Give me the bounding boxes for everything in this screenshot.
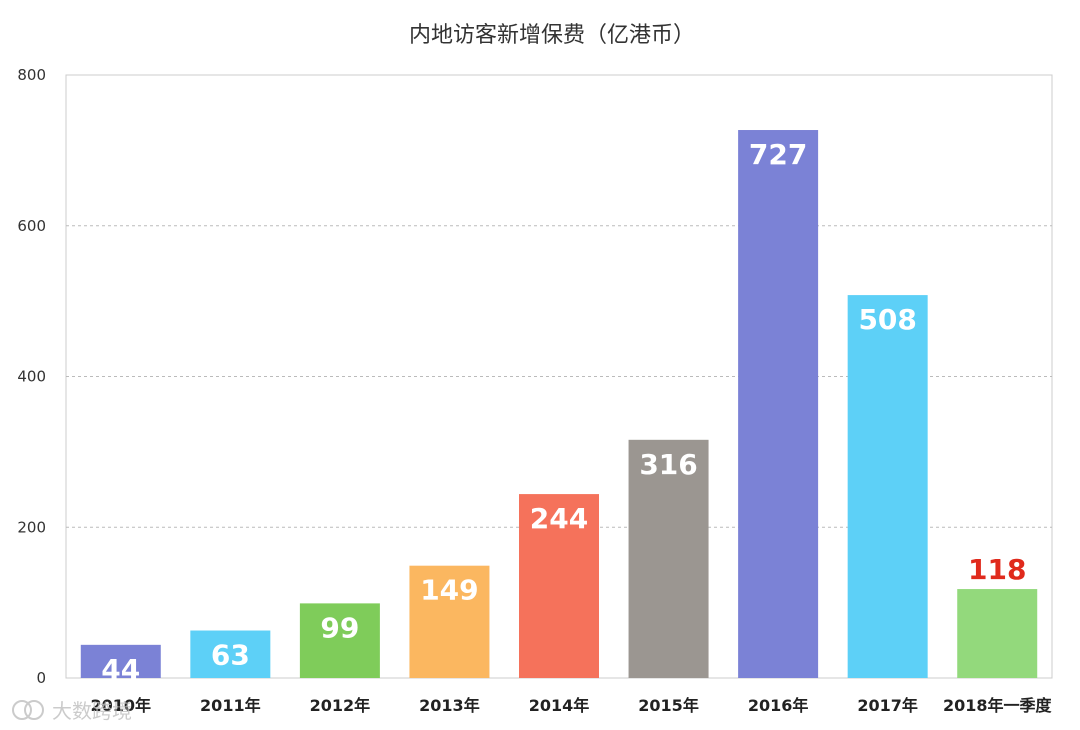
x-tick-label: 2012年 [310,696,371,715]
y-tick-label: 400 [17,368,46,386]
data-label: 44 [101,653,140,686]
y-axis: 0 200 400 600 800 [17,66,46,687]
bar [80,644,161,678]
chart-title: 内地访客新增保费（亿港币） [409,23,695,48]
y-tick-label: 800 [17,66,46,84]
watermark-text: 大数跨境 [52,699,132,723]
bar [190,630,271,678]
y-tick-label: 0 [36,669,46,687]
bar [299,603,380,678]
x-tick-label: 2017年 [857,696,918,715]
bar [847,295,928,678]
bar [409,565,490,678]
data-labels: 44 63 99 149 244 316 727 508 118 [101,138,1026,686]
data-label: 727 [749,138,807,171]
watermark: 大数跨境 [12,699,132,723]
x-tick-label: 2010年 [91,696,152,715]
y-tick-label: 600 [17,217,46,235]
bars [80,130,1038,678]
x-tick-label: 2018年一季度 [943,696,1053,715]
data-label: 508 [858,303,916,336]
data-label: 118 [968,553,1026,586]
watermark-logo-icon [12,700,44,720]
bar [957,589,1038,678]
bar [628,439,709,678]
data-label: 149 [420,574,478,607]
data-label: 63 [211,639,250,672]
y-tick-label: 200 [17,518,46,536]
data-label: 244 [530,502,588,535]
data-label: 99 [320,611,359,644]
bar [738,130,819,678]
data-label: 316 [639,448,697,481]
x-axis: 2010年 2011年 2012年 2013年 2014年 2015年 2016年 2017年… [91,696,1053,715]
bar [519,494,599,678]
x-tick-label: 2016年 [748,696,809,715]
x-tick-label: 2011年 [200,696,261,715]
x-tick-label: 2014年 [529,696,590,715]
x-tick-label: 2013年 [419,696,480,715]
x-tick-label: 2015年 [638,696,699,715]
